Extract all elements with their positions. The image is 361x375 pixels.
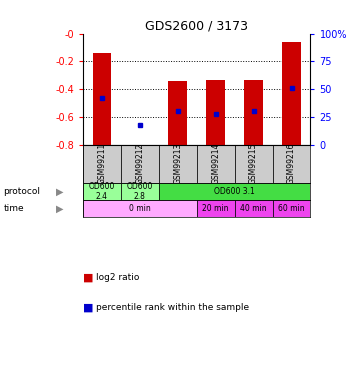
Text: GSM99216: GSM99216: [287, 143, 296, 184]
Text: GSM99214: GSM99214: [211, 143, 220, 184]
Bar: [83, 200, 197, 217]
Bar: [83, 145, 121, 183]
Text: 60 min: 60 min: [278, 204, 305, 213]
Bar: [235, 145, 273, 183]
Text: log2 ratio: log2 ratio: [96, 273, 139, 282]
Text: 40 min: 40 min: [240, 204, 267, 213]
Bar: [92, 53, 112, 145]
Bar: [168, 81, 187, 145]
Text: GSM99211: GSM99211: [97, 143, 106, 184]
Text: OD600
2.4: OD600 2.4: [89, 182, 115, 201]
Text: GSM99212: GSM99212: [135, 143, 144, 184]
Text: 0 min: 0 min: [129, 204, 151, 213]
Title: GDS2600 / 3173: GDS2600 / 3173: [145, 20, 248, 33]
Text: ▶: ▶: [56, 186, 63, 196]
Text: GSM99215: GSM99215: [249, 143, 258, 184]
Text: protocol: protocol: [4, 187, 40, 196]
Text: OD600
2.8: OD600 2.8: [127, 182, 153, 201]
Text: OD600 3.1: OD600 3.1: [214, 187, 255, 196]
Bar: [206, 80, 225, 145]
Bar: [121, 183, 159, 200]
Bar: [197, 200, 235, 217]
Text: ■: ■: [83, 303, 93, 312]
Bar: [244, 80, 263, 145]
Text: 20 min: 20 min: [203, 204, 229, 213]
Bar: [235, 200, 273, 217]
Bar: [159, 145, 197, 183]
Bar: [273, 145, 310, 183]
Bar: [159, 183, 310, 200]
Text: ■: ■: [83, 273, 93, 282]
Bar: [83, 183, 121, 200]
Bar: [282, 42, 301, 145]
Text: percentile rank within the sample: percentile rank within the sample: [96, 303, 249, 312]
Text: GSM99213: GSM99213: [173, 143, 182, 184]
Text: ▶: ▶: [56, 204, 63, 214]
Text: time: time: [4, 204, 24, 213]
Bar: [197, 145, 235, 183]
Bar: [273, 200, 310, 217]
Bar: [121, 145, 159, 183]
